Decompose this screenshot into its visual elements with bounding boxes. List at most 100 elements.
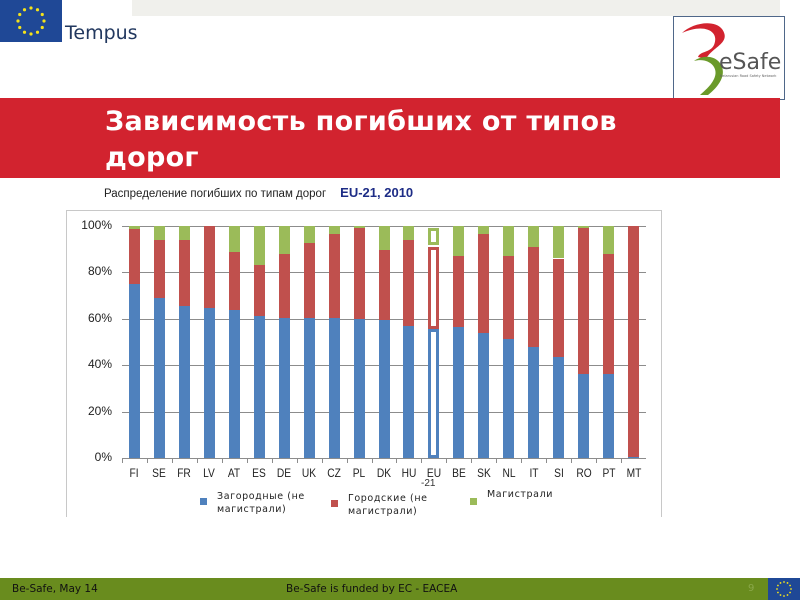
title-band <box>0 98 780 178</box>
x-tick-mark <box>171 458 173 463</box>
x-tick-label: PT <box>602 466 616 480</box>
x-tick-mark <box>546 458 548 463</box>
bar-segment <box>353 228 365 319</box>
bar-segment <box>603 374 615 458</box>
x-tick-label: LV <box>203 466 216 480</box>
footer-bar <box>0 578 768 600</box>
bar-segment <box>278 253 290 318</box>
bar-segment <box>253 226 265 266</box>
bar-segment <box>603 253 615 375</box>
bar-segment <box>353 318 365 458</box>
bar-segment <box>328 226 340 235</box>
gridline <box>122 458 646 459</box>
bar-uk <box>303 226 315 458</box>
bar-be <box>453 226 465 458</box>
x-tick-mark <box>621 458 623 463</box>
bar-segment <box>303 226 315 244</box>
x-tick-label: HU <box>401 466 417 480</box>
legend-label: Городские (не <box>348 493 428 504</box>
x-tick-label: SK <box>476 466 491 480</box>
x-tick-mark <box>396 458 398 463</box>
bar-pl <box>353 226 365 458</box>
bar-segment <box>128 229 140 284</box>
bar-segment <box>528 246 540 347</box>
bar-ro <box>578 226 590 458</box>
bar-segment <box>228 226 240 252</box>
x-tick-label: BE <box>452 466 466 480</box>
bar-se <box>153 226 165 458</box>
x-tick-mark <box>321 458 323 463</box>
chart-subtitle-text: Распределение погибших по типам дорог <box>104 188 327 200</box>
footer-date: Be-Safe, May 14 <box>12 583 98 595</box>
x-tick-label: PL <box>352 466 366 480</box>
bar-segment <box>403 325 415 458</box>
legend-swatch-rural <box>200 498 207 505</box>
x-tick-label: MT <box>626 466 641 480</box>
bar-segment <box>303 243 315 318</box>
bar-segment <box>453 256 465 327</box>
x-tick-label: SE <box>152 466 167 480</box>
tempus-logo-text: Tempus <box>65 22 138 44</box>
y-tick-label: 80% <box>87 264 112 279</box>
x-tick-label: DE <box>277 466 292 480</box>
x-tick-mark <box>596 458 598 463</box>
x-tick-label: CZ <box>327 466 341 480</box>
bar-segment <box>603 226 615 254</box>
page-number: 9 <box>748 583 755 594</box>
bar-segment <box>278 226 290 254</box>
x-tick-mark <box>496 458 498 463</box>
x-tick-mark <box>571 458 573 463</box>
x-tick-label: SI <box>553 466 564 480</box>
bar-segment <box>203 308 215 458</box>
bar-segment <box>128 284 140 458</box>
bar-segment <box>228 251 240 310</box>
bar-segment <box>228 309 240 458</box>
bar-segment <box>578 226 590 229</box>
x-tick-label: EU <box>426 466 441 480</box>
slide-title: Зависимость погибших от типов дорог <box>105 104 745 176</box>
x-tick-mark <box>296 458 298 463</box>
bar-hu <box>403 226 415 458</box>
bar-fr <box>178 226 190 458</box>
bar-de <box>278 226 290 458</box>
bar-segment <box>628 456 640 458</box>
x-tick-mark <box>371 458 373 463</box>
header-strip <box>132 0 780 16</box>
bar-segment <box>453 226 465 257</box>
y-tick-label: 60% <box>87 310 112 325</box>
x-tick-label: IT <box>529 466 539 480</box>
x-tick-mark <box>346 458 348 463</box>
bar-segment <box>153 239 165 298</box>
legend-swatch-urban <box>331 500 338 507</box>
chart-subtitle: Распределение погибших по типам дорог EU-… <box>104 185 413 200</box>
eu-stars-small-icon <box>776 581 792 597</box>
slide-title-line1: Зависимость погибших от типов <box>105 106 617 137</box>
svg-text:Belarusian Road Safety Network: Belarusian Road Safety Network <box>720 74 777 78</box>
bar-segment <box>578 374 590 458</box>
bar-fi <box>128 226 140 458</box>
x-tick-mark <box>196 458 198 463</box>
bar-segment <box>353 226 365 229</box>
bar-segment <box>253 316 265 458</box>
bar-dk <box>378 226 390 458</box>
bar-segment <box>578 228 590 375</box>
x-tick-label: AT <box>228 466 241 480</box>
bar-segment <box>478 234 490 333</box>
bar-segment <box>378 319 390 458</box>
bar-segment <box>428 329 440 458</box>
bar-segment <box>403 239 415 326</box>
bar-segment <box>328 234 340 318</box>
bar-segment <box>178 306 190 458</box>
x-tick-mark <box>421 458 423 463</box>
bar-mt <box>628 226 640 458</box>
x-tick-mark <box>521 458 523 463</box>
eu21-sublabel: -21 <box>421 478 436 489</box>
bar-segment <box>528 346 540 458</box>
y-tick-label: 0% <box>94 450 112 464</box>
bar-segment <box>553 357 565 458</box>
esafe-wordmark: eSafe <box>719 50 781 75</box>
bar-lv <box>203 226 215 458</box>
bar-segment <box>503 256 515 339</box>
legend-label: магистрали) <box>217 504 287 515</box>
footer-funding: Be-Safe is funded by EC - EACEA <box>286 583 458 595</box>
